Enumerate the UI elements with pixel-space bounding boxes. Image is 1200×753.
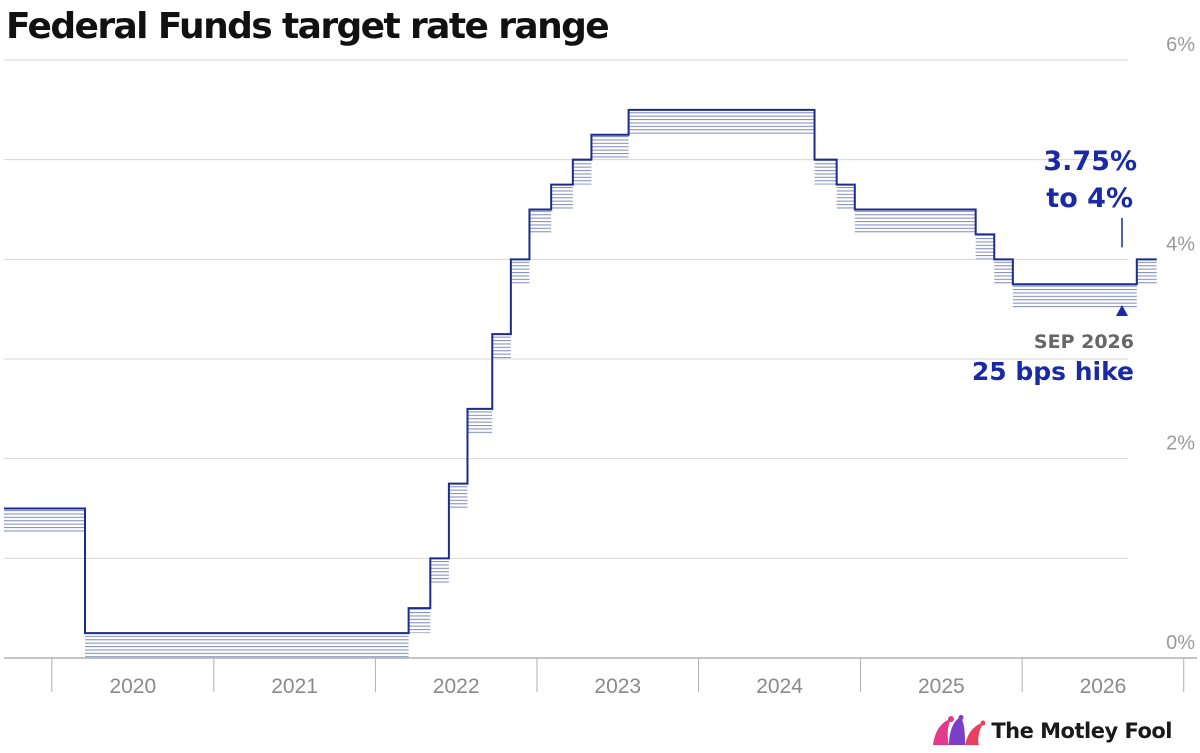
rate-band xyxy=(467,408,493,434)
rate-band xyxy=(836,184,855,210)
rate-step-line xyxy=(4,108,1157,635)
annotation-event-note: 25 bps hike xyxy=(972,357,1134,386)
brand-name: The Motley Fool xyxy=(991,719,1172,743)
annotation-event-date: SEP 2026 xyxy=(1034,331,1134,353)
x-tick-label: 2023 xyxy=(594,675,641,698)
rate-band xyxy=(4,508,86,534)
rate-band xyxy=(430,558,449,584)
grid-lines: 0% 2% 4% 6% xyxy=(4,34,1195,659)
rate-band xyxy=(1012,284,1137,310)
rate-band xyxy=(529,209,552,235)
annotation-range-line: 3.75% xyxy=(1043,146,1137,177)
rate-band xyxy=(591,134,629,160)
event-marker-triangle-icon xyxy=(1116,305,1128,316)
x-tick-label: 2026 xyxy=(1080,675,1127,698)
rate-band xyxy=(975,234,995,260)
x-tick-label: 2021 xyxy=(271,675,318,698)
rate-band xyxy=(551,184,573,210)
jester-cap-icon xyxy=(933,715,986,745)
x-axis: 2020 2021 2022 2023 2024 2025 2026 xyxy=(4,657,1197,698)
rate-band xyxy=(492,334,511,359)
rate-band xyxy=(408,608,431,634)
rate-band xyxy=(448,483,468,509)
brand-logo: The Motley Fool xyxy=(931,715,1172,747)
y-tick-label: 4% xyxy=(1166,233,1195,255)
rate-band xyxy=(854,209,976,235)
y-tick-label: 0% xyxy=(1166,632,1195,654)
rate-band xyxy=(510,259,530,285)
x-tick-label: 2022 xyxy=(433,675,480,698)
chart-title: Federal Funds target rate range xyxy=(6,6,610,47)
y-tick-label: 6% xyxy=(1166,34,1195,56)
rate-band xyxy=(814,159,837,185)
rate-band xyxy=(628,109,815,135)
y-tick-label: 2% xyxy=(1166,433,1195,455)
rate-band xyxy=(85,633,409,658)
rate-band xyxy=(994,259,1013,285)
x-tick-label: 2024 xyxy=(756,675,803,698)
x-tick-label: 2020 xyxy=(109,675,156,698)
annotations: 3.75% to 4% SEP 2026 25 bps hike xyxy=(972,146,1137,386)
rate-band xyxy=(1136,259,1157,285)
target-range-bands xyxy=(4,109,1157,658)
rate-band xyxy=(572,159,592,185)
rate-upper-line xyxy=(4,108,1157,635)
annotation-range-line: to 4% xyxy=(1046,183,1133,214)
x-tick-label: 2025 xyxy=(918,675,965,698)
